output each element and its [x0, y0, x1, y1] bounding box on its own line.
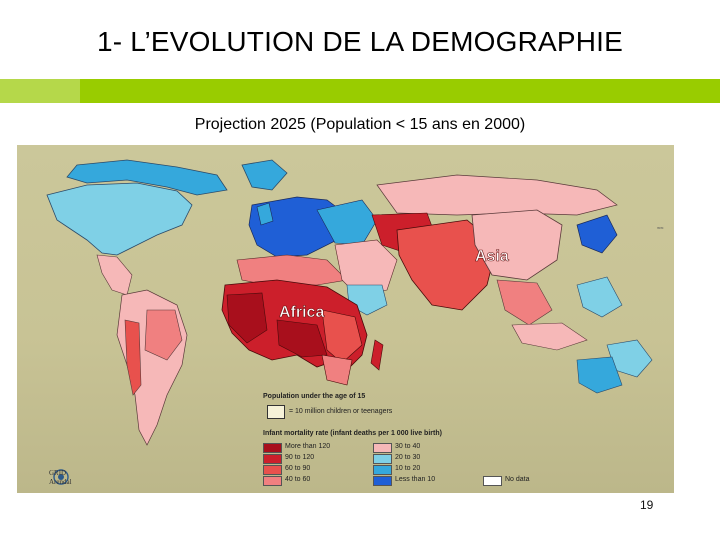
slide-title: 1- L’EVOLUTION DE LA DEMOGRAPHIE: [96, 26, 624, 57]
title-underline-bar-accent: [0, 79, 80, 103]
russia-region: [376, 174, 618, 216]
greenland-region: [241, 159, 288, 191]
north-america-region: [46, 182, 193, 256]
japan-region: [576, 214, 618, 254]
cartogram-map: Asia Africa ≈≈ Population under the age …: [17, 145, 674, 493]
legend-class-label: No data: [505, 476, 530, 483]
legend-swatch: [373, 443, 392, 453]
legend-swatch: [483, 476, 502, 486]
legend-swatch: [373, 476, 392, 486]
central-america-region: [96, 254, 133, 296]
madagascar-region: [370, 339, 384, 371]
organisation-label: GRID Arendal: [49, 469, 72, 487]
legend-swatch: [263, 465, 282, 475]
legend-class-label: 60 to 90: [285, 465, 311, 472]
philippines-region: [576, 276, 623, 318]
world-cartogram-graphic: Asia Africa ≈≈: [46, 159, 664, 446]
legend-population-symbol: [267, 405, 285, 419]
legend-class-label: More than 120: [285, 443, 331, 450]
australia-region: [576, 356, 623, 394]
legend-class-label: 40 to 60: [285, 476, 311, 483]
un-emblem-icon: [53, 469, 69, 485]
page-number: 19: [640, 498, 654, 512]
legend-class-label: 30 to 40: [395, 443, 421, 450]
legend-swatch: [373, 465, 392, 475]
brazil-region: [144, 309, 183, 361]
legend-class-label: Less than 10: [395, 476, 436, 483]
africa-label: Africa: [279, 304, 324, 321]
uk-region: [256, 202, 274, 226]
legend-population-unit: = 10 million children or teenagers: [289, 408, 393, 415]
organisation-line2: Arendal: [49, 478, 72, 486]
legend-swatch: [373, 454, 392, 464]
north-africa-region: [236, 254, 348, 286]
scale-mark-graphic: ≈≈: [657, 226, 664, 232]
central-africa-region: [276, 319, 328, 358]
slide-subtitle: Projection 2025 (Population < 15 ans en …: [194, 116, 526, 133]
middle-east-region: [334, 239, 398, 296]
east-asia-region: [471, 209, 563, 281]
map-legend: Population under the age of 15 = 10 mill…: [263, 393, 593, 493]
andes-region: [124, 319, 142, 396]
legend-class-label: 10 to 20: [395, 465, 421, 472]
southeast-asia-region: [496, 279, 553, 326]
east-europe-region: [316, 199, 378, 246]
west-africa-region: [226, 292, 268, 344]
legend-mortality-title: Infant mortality rate (infant deaths per…: [263, 430, 442, 437]
legend-swatch: [263, 443, 282, 453]
legend-class-label: 20 to 30: [395, 454, 421, 461]
legend-population-title: Population under the age of 15: [263, 393, 366, 400]
organisation-line1: GRID: [49, 469, 67, 477]
title-underline-bar: [0, 79, 720, 103]
canada-region: [66, 159, 228, 196]
legend-swatch: [263, 454, 282, 464]
indonesia-region: [511, 322, 588, 351]
southern-africa-region: [321, 354, 353, 386]
legend-swatch: [263, 476, 282, 486]
east-africa-region: [321, 309, 363, 364]
asia-label: Asia: [475, 248, 509, 265]
legend-class-label: 90 to 120: [285, 454, 315, 461]
